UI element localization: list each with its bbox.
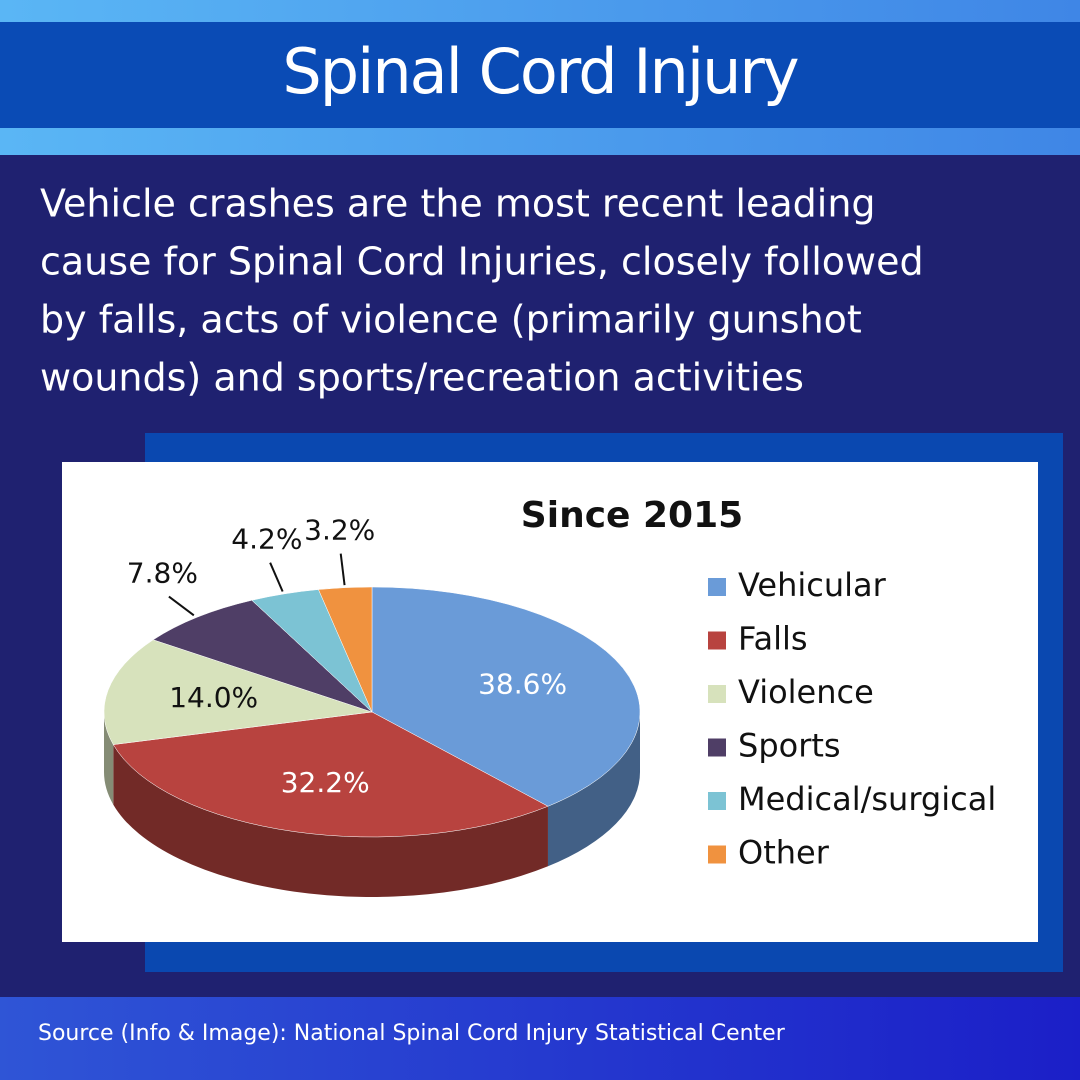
legend-swatch bbox=[708, 578, 726, 596]
chart-title: Since 2015 bbox=[521, 495, 743, 536]
legend-label: Falls bbox=[738, 620, 808, 658]
legend-swatch bbox=[708, 845, 726, 864]
slice bbox=[103, 639, 373, 745]
description-line: by falls, acts of violence (primarily gu… bbox=[40, 298, 862, 342]
slice-side bbox=[113, 744, 548, 897]
slice-side bbox=[547, 712, 640, 867]
data-label: 38.6% bbox=[478, 668, 567, 701]
leader-line bbox=[339, 553, 346, 586]
legend-swatch bbox=[708, 792, 726, 810]
description-line: wounds) and sports/recreation activities bbox=[40, 356, 804, 400]
legend-label: Vehicular bbox=[738, 566, 887, 604]
slice bbox=[112, 711, 549, 838]
data-label: 14.0% bbox=[169, 681, 258, 714]
legend-label: Other bbox=[738, 834, 830, 872]
legend-swatch bbox=[708, 631, 726, 650]
data-label: 7.8% bbox=[127, 557, 198, 590]
description-line: Vehicle crashes are the most recent lead… bbox=[40, 182, 876, 226]
source: Source (Info & Image): National Spinal C… bbox=[38, 1021, 786, 1046]
data-label: 32.2% bbox=[281, 766, 370, 799]
slice-side bbox=[104, 712, 114, 805]
description-line: cause for Spinal Cord Injuries, closely … bbox=[40, 240, 924, 284]
legend-swatch bbox=[708, 685, 726, 703]
legend-label: Sports bbox=[738, 727, 841, 765]
slice bbox=[152, 599, 373, 713]
leader-line bbox=[269, 562, 284, 592]
legend-swatch bbox=[708, 738, 726, 757]
slice bbox=[371, 586, 641, 807]
legend-label: Medical/surgical bbox=[738, 780, 996, 818]
legend-label: Violence bbox=[738, 673, 874, 711]
slice bbox=[318, 586, 373, 713]
leader-line bbox=[168, 595, 195, 617]
footer-band bbox=[0, 997, 1080, 1080]
data-label: 3.2% bbox=[304, 514, 375, 547]
pie-chart: Since 2015 38.6% 32.2% 14.0% 7.8% 4.2% 3.2% Ve… bbox=[103, 495, 996, 897]
header-band bbox=[0, 22, 1080, 128]
page-title: Spinal Cord Injury bbox=[282, 35, 797, 108]
data-label: 4.2% bbox=[231, 523, 302, 556]
